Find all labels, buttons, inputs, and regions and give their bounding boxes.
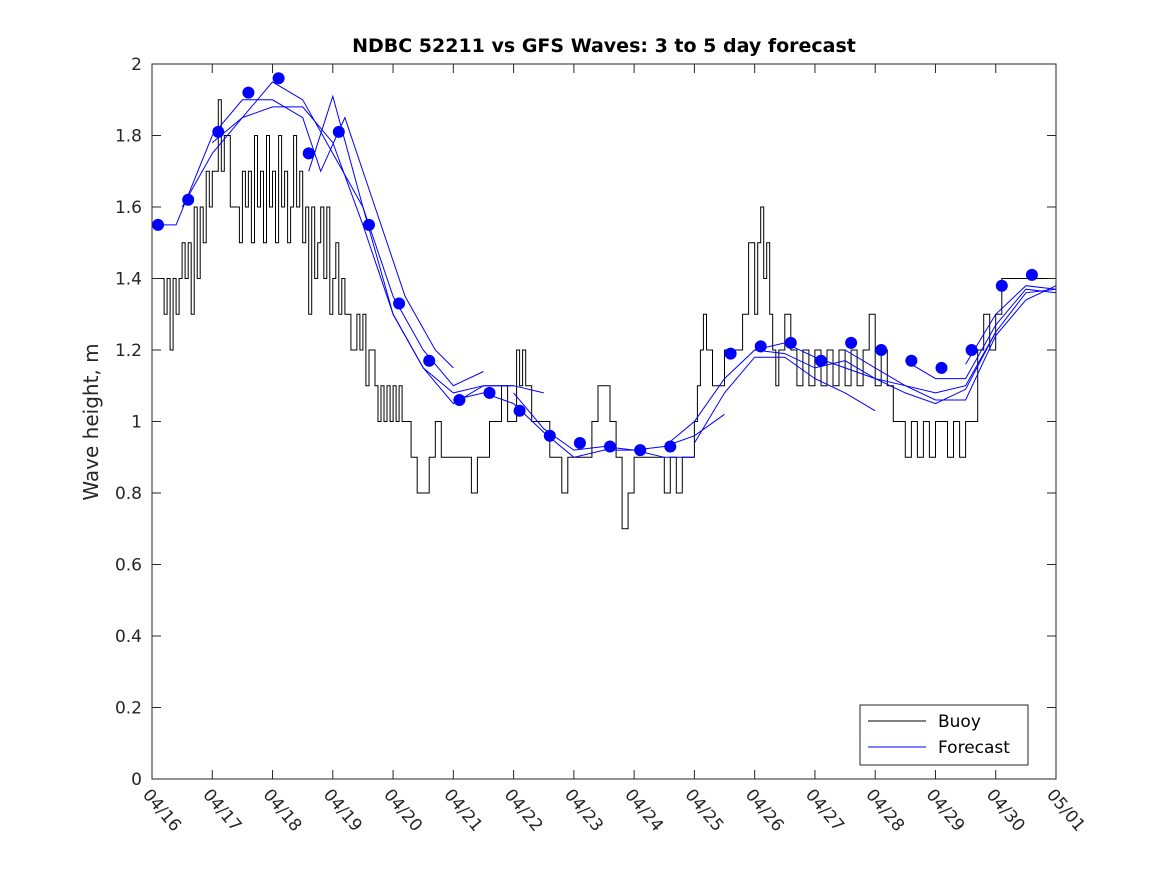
forecast-marker xyxy=(242,86,255,99)
buoy-series xyxy=(152,99,1050,530)
forecast-marker xyxy=(634,444,647,457)
forecast-marker xyxy=(332,125,345,138)
forecast-marker xyxy=(905,354,918,367)
forecast-marker xyxy=(604,440,616,453)
forecast-marker xyxy=(423,354,436,367)
forecast-line-11 xyxy=(905,288,1057,380)
forecast-marker xyxy=(935,361,948,374)
x-tick-label: 05/01 xyxy=(1042,785,1089,835)
y-tick-label: 0.8 xyxy=(115,484,142,504)
chart-title: NDBC 52211 vs GFS Waves: 3 to 5 day fore… xyxy=(352,35,856,57)
forecast-marker xyxy=(965,344,978,356)
forecast-marker xyxy=(453,394,466,406)
y-tick-label: 0 xyxy=(131,770,142,790)
x-tick-label: 04/28 xyxy=(861,785,908,835)
y-axis-ticks: 0 0.2 0.4 0.6 0.8 1 1.2 1.4 1.6 1.8 2 xyxy=(115,55,1056,790)
forecast-marker xyxy=(272,72,285,85)
forecast-marker xyxy=(513,404,526,417)
forecast-marker xyxy=(152,218,164,231)
x-tick-label: 04/18 xyxy=(259,785,306,835)
x-tick-label: 04/24 xyxy=(620,785,667,835)
forecast-marker xyxy=(212,125,225,138)
y-tick-label: 1.4 xyxy=(115,270,142,290)
y-tick-label: 0.4 xyxy=(115,627,142,647)
forecast-line-9 xyxy=(754,288,1057,405)
forecast-marker xyxy=(483,386,496,399)
forecast-marker xyxy=(784,336,797,349)
x-tick-label: 04/23 xyxy=(560,785,607,835)
legend-buoy-label: Buoy xyxy=(938,712,981,732)
x-tick-label: 04/25 xyxy=(681,785,728,835)
x-tick-label: 04/19 xyxy=(319,785,366,835)
x-tick-label: 04/26 xyxy=(741,785,788,835)
x-tick-label: 04/21 xyxy=(439,785,486,835)
y-tick-label: 0.2 xyxy=(115,699,142,719)
x-tick-label: 04/22 xyxy=(500,785,547,835)
forecast-marker xyxy=(845,336,858,349)
forecast-marker xyxy=(573,437,586,449)
x-tick-label: 04/29 xyxy=(922,785,969,835)
y-axis-label: Wave height, m xyxy=(79,343,103,500)
forecast-markers xyxy=(152,72,1038,457)
forecast-marker xyxy=(664,440,677,453)
forecast-marker xyxy=(754,340,767,353)
forecast-line-7 xyxy=(663,331,997,447)
forecast-marker xyxy=(1025,268,1038,281)
x-tick-label: 04/16 xyxy=(138,785,185,835)
y-tick-label: 0.6 xyxy=(115,556,142,576)
buoy-line xyxy=(152,99,1050,530)
forecast-marker xyxy=(995,279,1008,292)
legend: Buoy Forecast xyxy=(859,704,1029,766)
forecast-line-10 xyxy=(844,285,1057,401)
forecast-marker xyxy=(393,297,406,310)
forecast-marker xyxy=(724,347,737,360)
x-tick-label: 04/27 xyxy=(801,785,848,835)
forecast-marker xyxy=(363,218,375,231)
forecast-line-8 xyxy=(693,356,876,444)
legend-forecast-label: Forecast xyxy=(938,738,1010,758)
y-tick-label: 2 xyxy=(131,55,142,75)
y-tick-label: 1 xyxy=(131,413,142,433)
y-tick-label: 1.2 xyxy=(115,341,142,361)
forecast-line-12 xyxy=(965,285,1057,365)
forecast-marker xyxy=(875,344,888,356)
x-tick-label: 04/20 xyxy=(379,785,426,835)
forecast-marker xyxy=(182,193,195,206)
x-tick-label: 04/30 xyxy=(982,785,1029,835)
y-tick-label: 1.6 xyxy=(115,198,142,218)
forecast-marker xyxy=(543,429,556,442)
y-tick-label: 1.8 xyxy=(115,127,142,147)
x-tick-label: 04/17 xyxy=(198,785,245,835)
forecast-marker xyxy=(302,147,315,160)
forecast-marker xyxy=(815,354,827,367)
legend-box xyxy=(859,704,1029,766)
forecast-line-1 xyxy=(152,99,454,369)
forecast-series xyxy=(152,81,1057,458)
